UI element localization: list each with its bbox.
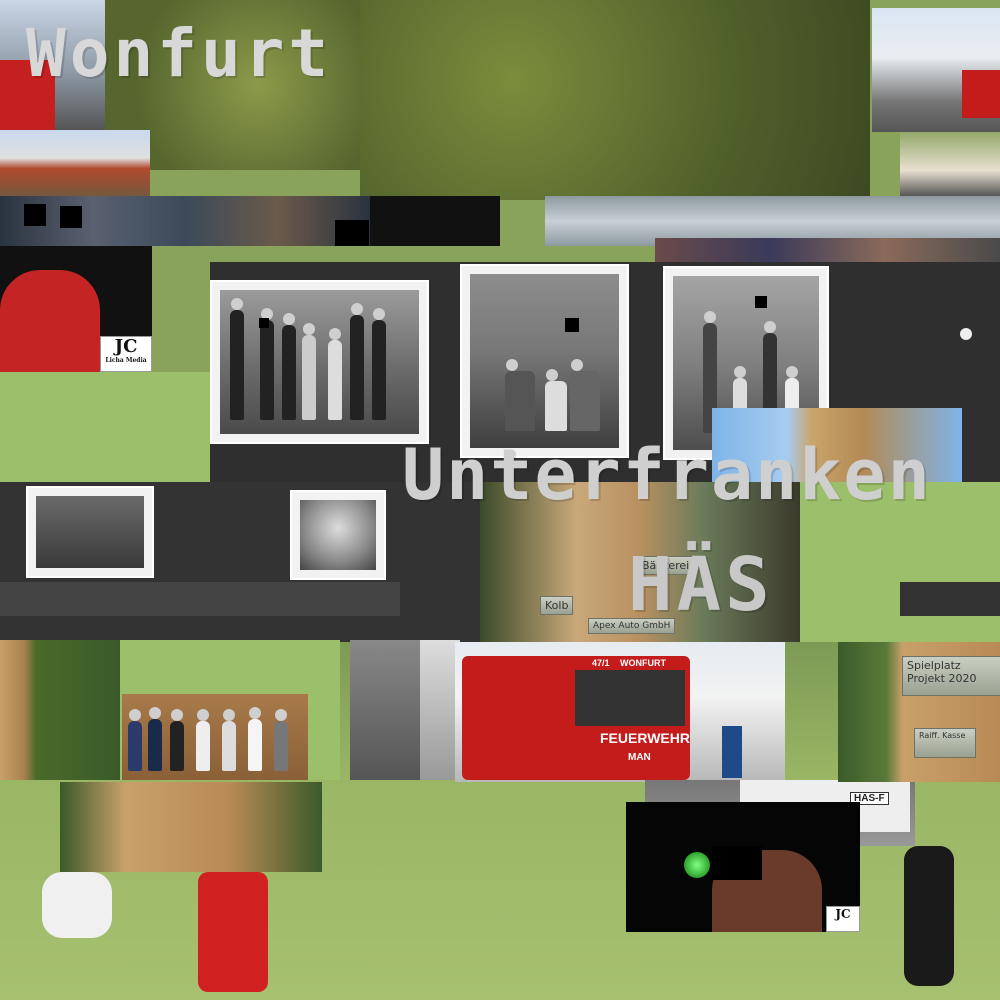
plaque-spielplatz: Spielplatz Projekt 2020 <box>902 656 1000 696</box>
fire-truck-small <box>962 70 1000 118</box>
gray-bar-right <box>900 582 1000 616</box>
plaque-apex: Apex Auto GmbH <box>588 618 676 634</box>
sky-pole-photo <box>712 408 962 488</box>
green-light <box>684 852 710 878</box>
firefighter <box>722 726 742 778</box>
gray-bar-left <box>0 582 400 616</box>
face-blur-1 <box>24 204 46 226</box>
album-photo-baby-chair <box>28 488 152 576</box>
face-blur-album-2 <box>565 318 579 332</box>
plaque-kolb: Kolb <box>540 596 574 615</box>
truck-unit-number: 47/1 <box>592 658 610 668</box>
plaque-baeckerei: Bäckerei <box>637 556 695 575</box>
village-photo-right <box>900 132 1000 196</box>
album-photo-children <box>462 266 627 456</box>
black-sock-leg <box>904 846 954 986</box>
team-photo-inner <box>122 694 308 780</box>
red-sock-leg <box>198 872 268 992</box>
white-fence-strip <box>545 196 1000 246</box>
jc-logo-bottom-text: JC <box>835 907 851 921</box>
album-photo-baby-image <box>300 500 376 570</box>
overlay-title-unterfranken: Unterfranken <box>402 434 932 516</box>
face-blur-night <box>712 846 762 880</box>
red-vehicle-top-left <box>0 60 55 130</box>
wood-post-photo-bottom <box>60 782 322 872</box>
jc-logo-sub: Licha Media <box>105 357 147 364</box>
overlay-title-has: HÄS <box>628 542 774 628</box>
street-photo-mid <box>420 640 460 780</box>
overlay-title-wonfurt: Wonfurt <box>26 15 333 92</box>
album-photo-baby-chair-image <box>36 496 144 568</box>
truck-town-name: WONFURT <box>620 658 666 668</box>
face-blur-2 <box>60 206 82 228</box>
white-dot <box>960 328 972 340</box>
jc-logo-text: JC <box>114 336 138 357</box>
truck-plate: HAS-F <box>850 792 889 805</box>
football-boot-left <box>42 872 112 938</box>
face-blur-3 <box>335 220 369 246</box>
wood-post-photo-left <box>0 640 120 780</box>
album-photo-group <box>212 282 427 442</box>
truck-brand: MAN <box>628 752 651 763</box>
plaque-raiff: Raiff. Kasse <box>914 728 976 758</box>
bush-photo-top <box>360 0 870 200</box>
jc-logo: JC Licha Media <box>100 336 152 372</box>
dark-band <box>370 196 500 246</box>
fire-truck-windshield <box>575 670 685 726</box>
barn-photo-bw <box>350 640 420 780</box>
face-blur-album-1 <box>259 318 269 328</box>
truck-feuerwehr-label: FEUERWEHR <box>600 730 690 746</box>
album-photo-baby <box>292 492 384 578</box>
red-jacket <box>0 270 100 372</box>
houses-photo <box>0 130 150 200</box>
album-photo-children-image <box>470 274 619 448</box>
field-photo-left <box>0 372 210 482</box>
face-blur-album-3 <box>755 296 767 308</box>
crowd-photo-strip <box>0 196 370 246</box>
album-photo-group-image <box>220 290 419 434</box>
jc-logo-bottom: JC <box>826 906 860 932</box>
